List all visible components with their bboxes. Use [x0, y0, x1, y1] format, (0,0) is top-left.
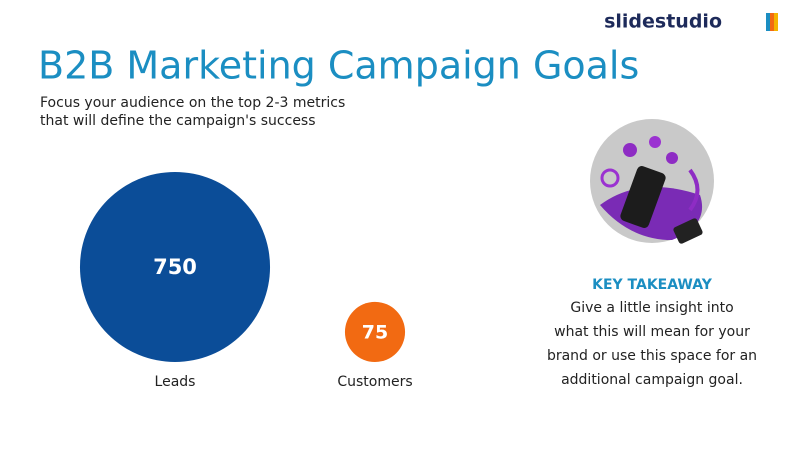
logo-icon: [766, 13, 778, 31]
takeaway-line: what this will mean for your: [554, 324, 750, 340]
bubble: [79, 171, 271, 362]
bubble: [344, 301, 406, 362]
logo: slidestudio: [604, 11, 722, 33]
bubble-label: Customers: [337, 374, 412, 390]
takeaway-line: additional campaign goal.: [561, 372, 743, 388]
photo: [590, 119, 714, 244]
takeaway-heading: KEY TAKEAWAY: [592, 277, 713, 293]
takeaway-line: Give a little insight into: [570, 300, 733, 316]
bubble-value: 75: [362, 321, 388, 343]
bubble-value: 750: [153, 255, 197, 279]
takeaway-line: brand or use this space for an: [547, 348, 757, 364]
subtitle-line: that will define the campaign's success: [40, 113, 316, 129]
bubble-label: Leads: [155, 374, 196, 390]
subtitle-line: Focus your audience on the top 2-3 metri…: [40, 95, 345, 111]
title: B2B Marketing Campaign Goals: [38, 44, 639, 88]
